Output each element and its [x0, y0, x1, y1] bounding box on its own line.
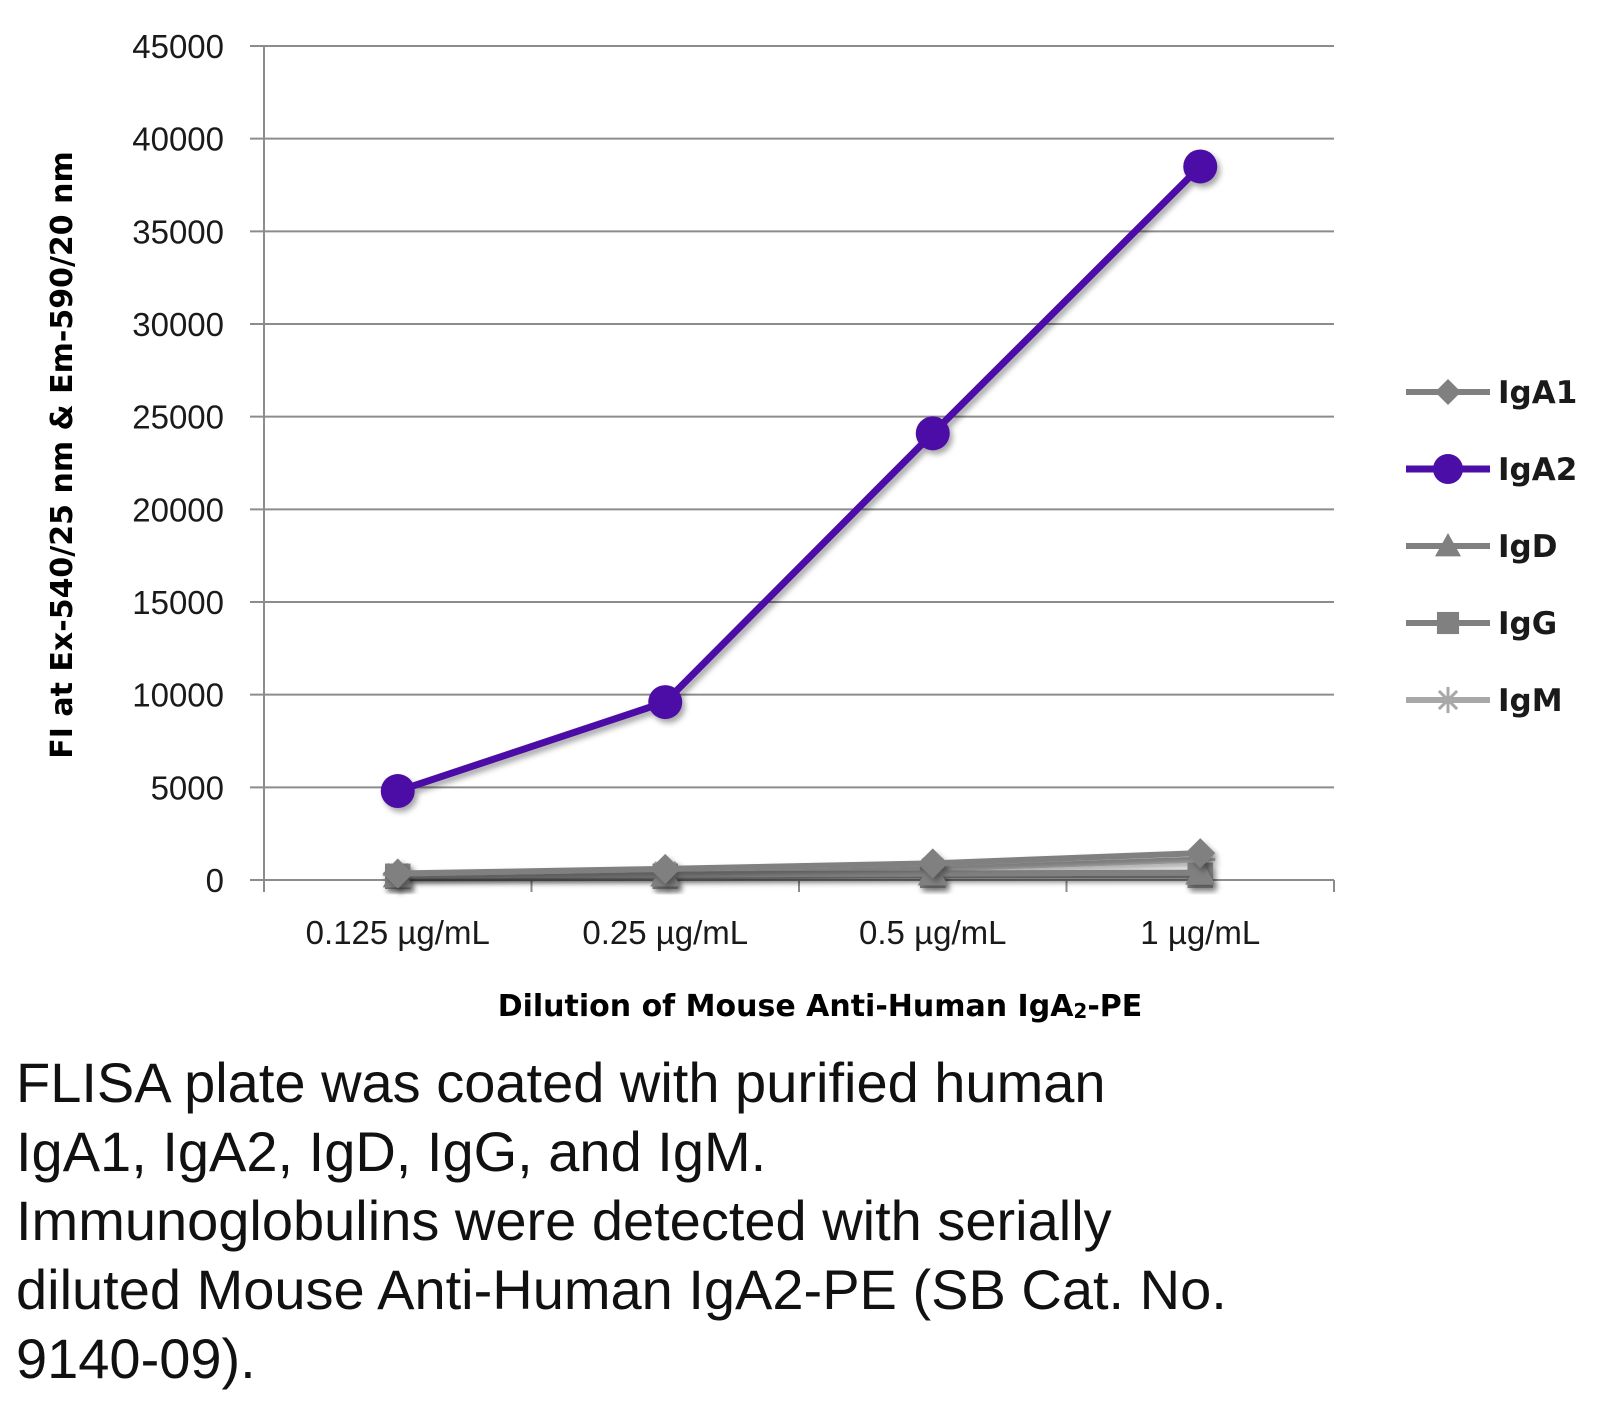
legend-item-igg: IgG: [1406, 606, 1557, 642]
legend-label-iga2: IgA2: [1498, 452, 1577, 488]
data-point-iga2: [648, 685, 683, 720]
series-line-iga1: [397, 850, 1201, 877]
y-tick-label: 30000: [132, 306, 224, 343]
legend-item-igd: IgD: [1406, 529, 1557, 565]
y-tick-label: 25000: [132, 399, 224, 436]
caption-line: 9140-09).: [16, 1327, 256, 1390]
y-tick-label: 45000: [132, 28, 224, 65]
series-layer: [380, 149, 1218, 890]
axes: [250, 46, 1335, 892]
x-tick-label: 0.25 µg/mL: [582, 914, 748, 951]
x-tick-label: 0.125 µg/mL: [306, 914, 490, 951]
legend-marker-igm: [1435, 687, 1461, 713]
legend-label-iga1: IgA1: [1498, 375, 1577, 411]
x-axis-title-tail: -PE: [1087, 989, 1142, 1024]
series-iga2: [380, 149, 1218, 809]
legend-label-igm: IgM: [1498, 683, 1563, 719]
data-point-iga2: [915, 416, 950, 451]
data-point-iga2: [1183, 149, 1218, 184]
y-tick-label: 5000: [151, 769, 224, 806]
y-axis-title: FI at Ex-540/25 nm & Em-590/20 nm: [45, 151, 80, 758]
legend-label-igd: IgD: [1498, 529, 1557, 565]
series-line-iga2: [396, 163, 1203, 795]
data-point-iga1: [917, 848, 948, 879]
x-tick-label: 0.5 µg/mL: [859, 914, 1006, 951]
caption-line: diluted Mouse Anti-Human IgA2-PE (SB Cat…: [16, 1258, 1227, 1321]
gridlines: [250, 45, 1334, 789]
figure-caption: FLISA plate was coated with purified hum…: [16, 1048, 1576, 1393]
y-tick-label: 0: [206, 862, 224, 899]
y-tick-label: 35000: [132, 213, 224, 250]
series-iga1: [382, 838, 1216, 889]
legend-label-igg: IgG: [1498, 606, 1557, 642]
x-axis-title-main: Dilution of Mouse Anti-Human IgA: [498, 989, 1074, 1024]
chart: 0 5000 10000 15000 20000 25000 30000 35000 40000…: [45, 28, 1577, 1024]
caption-line: FLISA plate was coated with purified hum…: [16, 1051, 1106, 1114]
legend-marker-iga1: [1435, 379, 1461, 405]
x-axis-title-subscript: 2: [1073, 999, 1087, 1023]
legend-marker-iga2: [1433, 454, 1463, 484]
legend-item-iga1: IgA1: [1406, 375, 1577, 411]
legend-marker-igd: [1435, 533, 1461, 557]
y-tick-labels: 0 5000 10000 15000 20000 25000 30000 35000 40000…: [132, 28, 224, 899]
caption-line: Immunoglobulins were detected with seria…: [16, 1189, 1112, 1252]
y-tick-label: 10000: [132, 677, 224, 714]
x-tick-labels: 0.125 µg/mL 0.25 µg/mL 0.5 µg/mL 1 µg/mL: [306, 914, 1261, 951]
series-line-igd: [397, 869, 1201, 879]
y-tick-label: 20000: [132, 491, 224, 528]
y-tick-label: 40000: [132, 121, 224, 158]
data-point-igd: [1185, 857, 1216, 885]
legend-item-igm: IgM: [1406, 683, 1563, 719]
data-point-iga1: [382, 858, 413, 889]
legend: IgA1 IgA2 IgD IgG IgM: [1406, 375, 1577, 719]
caption-line: IgA1, IgA2, IgD, IgG, and IgM.: [16, 1120, 767, 1183]
x-tick-label: 1 µg/mL: [1140, 914, 1260, 951]
data-point-iga1: [650, 853, 681, 884]
legend-item-iga2: IgA2: [1406, 452, 1577, 488]
y-tick-label: 15000: [132, 584, 224, 621]
data-point-iga1: [1185, 838, 1216, 869]
data-point-iga2: [380, 774, 415, 809]
legend-marker-igg: [1436, 611, 1460, 635]
x-axis-title: Dilution of Mouse Anti-Human IgA2-PE: [498, 989, 1143, 1024]
